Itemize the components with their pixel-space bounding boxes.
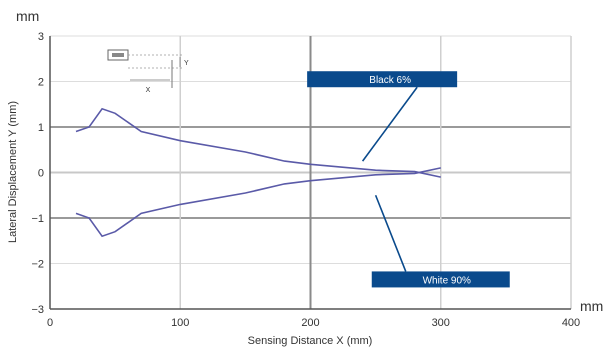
y-tick-label: −2 bbox=[31, 259, 44, 271]
y-unit-label: mm bbox=[16, 8, 39, 24]
y-tick-label: −3 bbox=[31, 304, 44, 316]
annotation-box bbox=[371, 271, 510, 288]
x-tick-label: 200 bbox=[301, 317, 319, 329]
y-tick-label: 1 bbox=[38, 122, 44, 134]
sensor-inset-diagram: YX bbox=[107, 49, 189, 94]
x-tick-label: 300 bbox=[432, 317, 450, 329]
annotations: Black 6% White 90% bbox=[307, 71, 510, 288]
y-tick-label: 0 bbox=[38, 168, 44, 180]
x-tick-label: 100 bbox=[171, 317, 189, 329]
y-tick-label: −1 bbox=[31, 213, 44, 225]
sensor-lens bbox=[112, 53, 124, 57]
inset-x-label: X bbox=[146, 87, 151, 94]
series-lines bbox=[75, 107, 441, 238]
annotation-box bbox=[307, 71, 458, 88]
y-tick-label: 2 bbox=[38, 77, 44, 89]
grid bbox=[50, 35, 572, 310]
series-line-lower bbox=[75, 167, 441, 238]
annotation-pointer bbox=[361, 86, 418, 162]
x-unit-label: mm bbox=[580, 298, 603, 314]
annotation-label: Black 6% bbox=[369, 75, 411, 86]
x-tick-label: 0 bbox=[47, 317, 53, 329]
annotation-pointer bbox=[374, 194, 407, 272]
x-axis-title: Sensing Distance X (mm) bbox=[248, 335, 373, 347]
x-tick-label: 400 bbox=[562, 317, 580, 329]
inset-y-label: Y bbox=[184, 60, 189, 67]
y-tick-label: 3 bbox=[38, 31, 44, 43]
axes bbox=[49, 36, 571, 310]
series-line-upper bbox=[75, 107, 441, 178]
annotation-label: White 90% bbox=[423, 275, 471, 286]
y-axis-title: Lateral Displacement Y (mm) bbox=[7, 101, 19, 243]
